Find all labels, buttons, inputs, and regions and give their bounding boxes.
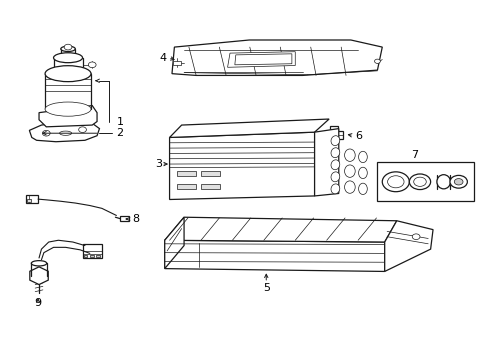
Ellipse shape bbox=[61, 46, 75, 51]
Bar bbox=[83, 255, 87, 257]
Text: 3: 3 bbox=[155, 159, 162, 169]
Ellipse shape bbox=[358, 151, 366, 163]
Text: 5: 5 bbox=[262, 283, 269, 293]
Bar bbox=[177, 171, 196, 176]
Text: 2: 2 bbox=[116, 128, 123, 138]
Circle shape bbox=[88, 62, 96, 68]
Bar bbox=[173, 60, 180, 65]
Ellipse shape bbox=[436, 175, 449, 189]
Bar bbox=[120, 216, 129, 221]
Bar bbox=[96, 255, 100, 257]
Circle shape bbox=[408, 174, 430, 190]
Ellipse shape bbox=[53, 53, 82, 63]
Bar bbox=[325, 131, 342, 139]
Text: 9: 9 bbox=[34, 298, 41, 309]
Ellipse shape bbox=[330, 184, 339, 194]
Polygon shape bbox=[29, 122, 99, 142]
Ellipse shape bbox=[358, 167, 366, 179]
Ellipse shape bbox=[344, 149, 354, 161]
Text: 4: 4 bbox=[160, 53, 167, 63]
Text: 7: 7 bbox=[410, 150, 418, 160]
Polygon shape bbox=[164, 217, 396, 242]
Ellipse shape bbox=[45, 102, 91, 116]
Polygon shape bbox=[227, 52, 295, 67]
Bar bbox=[82, 244, 102, 258]
Circle shape bbox=[374, 59, 380, 63]
Ellipse shape bbox=[31, 261, 47, 266]
Circle shape bbox=[64, 44, 72, 50]
Circle shape bbox=[42, 130, 50, 136]
Ellipse shape bbox=[358, 183, 366, 194]
Ellipse shape bbox=[330, 136, 339, 145]
Circle shape bbox=[449, 175, 467, 188]
Polygon shape bbox=[169, 119, 328, 138]
Polygon shape bbox=[169, 132, 314, 199]
Bar bbox=[26, 195, 38, 203]
Polygon shape bbox=[172, 40, 382, 76]
Polygon shape bbox=[164, 217, 183, 269]
Bar bbox=[201, 184, 220, 189]
Circle shape bbox=[453, 179, 462, 185]
Bar bbox=[177, 184, 196, 189]
Ellipse shape bbox=[344, 165, 354, 177]
Ellipse shape bbox=[45, 66, 91, 82]
Bar bbox=[90, 255, 94, 257]
Polygon shape bbox=[164, 240, 384, 271]
Circle shape bbox=[411, 234, 419, 239]
Ellipse shape bbox=[60, 131, 72, 135]
Bar bbox=[27, 199, 31, 202]
Polygon shape bbox=[39, 105, 97, 127]
Bar bbox=[329, 126, 337, 131]
Circle shape bbox=[79, 127, 86, 132]
Ellipse shape bbox=[330, 160, 339, 170]
Bar bbox=[377, 162, 473, 201]
Text: 8: 8 bbox=[132, 214, 139, 224]
Text: 1: 1 bbox=[116, 117, 123, 126]
Circle shape bbox=[382, 172, 408, 192]
Polygon shape bbox=[30, 267, 48, 284]
Text: 6: 6 bbox=[355, 131, 362, 141]
Circle shape bbox=[387, 176, 403, 188]
Ellipse shape bbox=[330, 148, 339, 158]
Polygon shape bbox=[314, 129, 338, 196]
Polygon shape bbox=[234, 54, 291, 65]
Ellipse shape bbox=[344, 181, 354, 193]
Circle shape bbox=[413, 177, 426, 186]
Ellipse shape bbox=[330, 172, 339, 182]
Polygon shape bbox=[384, 221, 432, 271]
Bar bbox=[201, 171, 220, 176]
